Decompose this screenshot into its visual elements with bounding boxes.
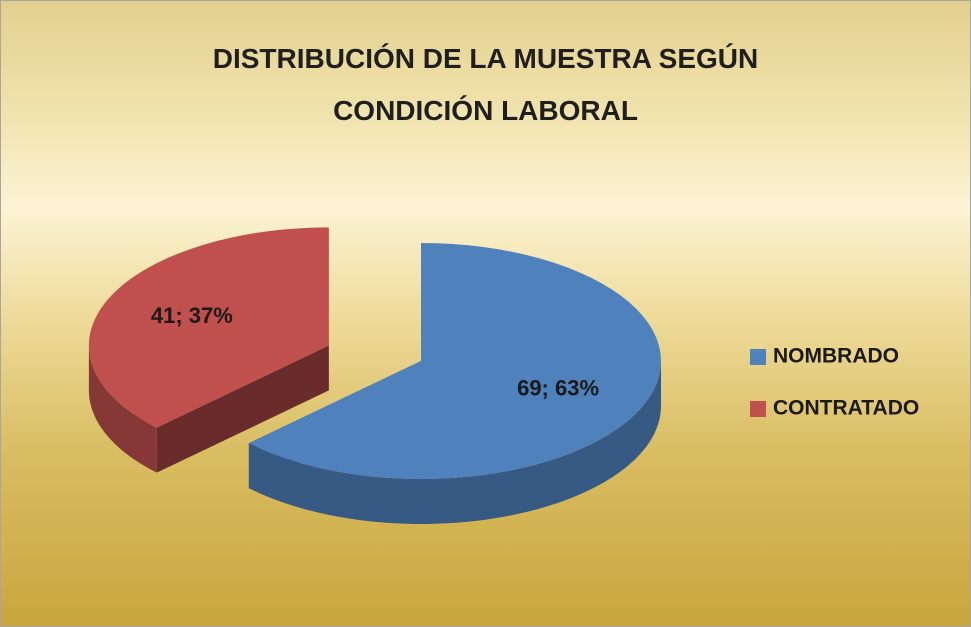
- legend-label: CONTRATADO: [773, 397, 919, 420]
- slice-side: [156, 345, 329, 473]
- legend-swatch: [750, 349, 766, 365]
- data-label: 41; 37%: [151, 303, 233, 328]
- chart-title: DISTRIBUCIÓN DE LA MUESTRA SEGÚN CONDICI…: [212, 43, 759, 126]
- slice: [248, 243, 661, 479]
- slice-side: [88, 345, 157, 473]
- slice-side: [248, 361, 661, 524]
- data-label: 69; 63%: [517, 375, 599, 400]
- slice: [88, 227, 329, 428]
- slice: [88, 227, 329, 473]
- legend-label: NOMBRADO: [773, 345, 899, 368]
- legend-swatch: [750, 401, 766, 417]
- slice: [248, 243, 661, 524]
